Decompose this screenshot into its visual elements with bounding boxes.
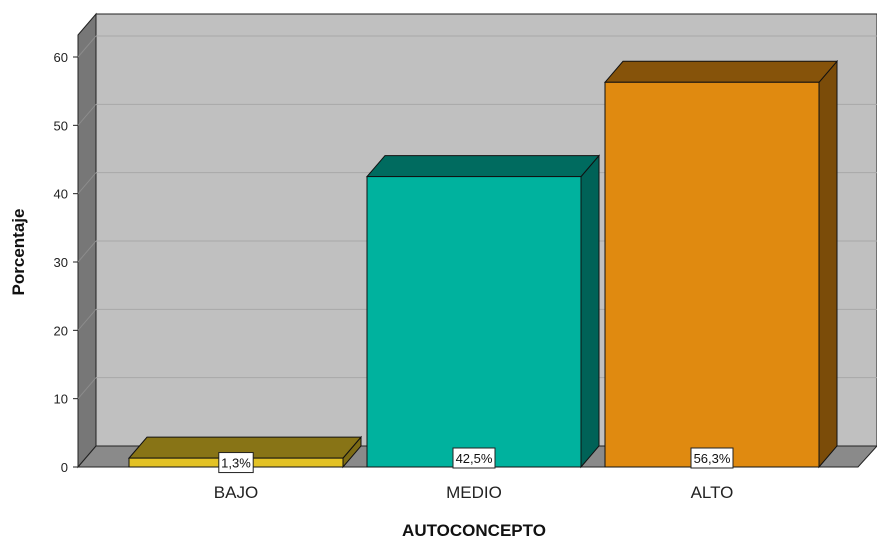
y-tick-label: 10 [54, 392, 68, 407]
data-label-text: 1,3% [221, 456, 251, 471]
bar-front [366, 176, 582, 468]
side-wall [77, 12, 97, 469]
bar-side [818, 59, 838, 469]
data-label: 42,5% [452, 447, 496, 469]
x-tick-label: MEDIO [446, 483, 502, 502]
bar-alto: 56,3% [603, 59, 839, 469]
gridline-side [77, 377, 97, 399]
data-label-box [452, 447, 496, 469]
y-tick-label: 50 [54, 118, 68, 133]
bar-top [365, 155, 601, 178]
x-tick-label: ALTO [691, 483, 734, 502]
gridline-side [77, 104, 97, 126]
bar-front [604, 81, 820, 468]
y-tick-label: 40 [54, 187, 68, 202]
bar-bajo: 1,3% [127, 435, 363, 474]
x-axis-title: AUTOCONCEPTO [402, 521, 546, 540]
gridline-side [77, 35, 97, 58]
y-axis-ticks: 0 10 20 30 40 50 60 [54, 50, 78, 475]
y-tick-label: 0 [61, 460, 68, 475]
bar-side [580, 154, 600, 469]
y-axis-title: Porcentaje [9, 209, 28, 296]
data-label: 56,3% [690, 447, 734, 469]
data-label-text: 42,5% [456, 451, 493, 466]
gridline-side [77, 240, 97, 263]
category-labels: BAJO MEDIO ALTO [214, 483, 734, 502]
data-label-box [690, 447, 734, 469]
y-tick-label: 60 [54, 50, 68, 65]
x-tick-label: BAJO [214, 483, 258, 502]
bar-medio: 42,5% [365, 154, 601, 469]
data-label-text: 56,3% [694, 451, 731, 466]
y-tick-label: 30 [54, 255, 68, 270]
gridline-side [77, 172, 97, 194]
y-tick-label: 20 [54, 323, 68, 338]
data-label: 1,3% [218, 452, 254, 474]
bars: 1,3% 42,5% 56,3% [127, 59, 839, 474]
data-label-box [218, 452, 254, 474]
gridline-side [77, 309, 97, 331]
bar-top [603, 60, 839, 83]
